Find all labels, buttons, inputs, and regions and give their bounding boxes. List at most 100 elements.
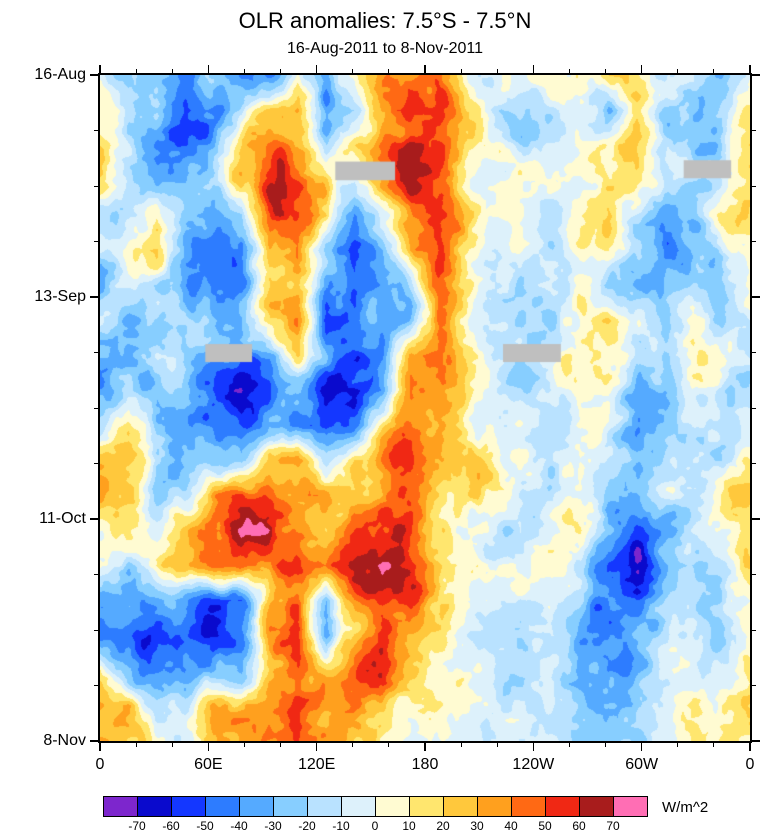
x-axis-tick-minor (460, 69, 462, 73)
x-axis-tick-minor (605, 69, 607, 73)
x-axis-tick-minor (460, 743, 462, 747)
x-axis-tick-minor (677, 69, 679, 73)
colorbar-segment (137, 796, 172, 817)
x-tick-label: 0 (95, 756, 105, 773)
colorbar-tick-label: -30 (264, 819, 282, 833)
colorbar-segment (477, 796, 512, 817)
y-axis-tick-major (752, 74, 760, 76)
chart-subtitle: 16-Aug-2011 to 8-Nov-2011 (287, 40, 483, 57)
x-axis-tick-major (749, 65, 751, 73)
x-axis-tick-major (532, 743, 535, 751)
y-axis-tick-major (752, 518, 760, 520)
y-axis-tick-minor (94, 463, 98, 464)
colorbar-segment (171, 796, 206, 817)
x-axis-tick-minor (496, 69, 498, 73)
y-axis-tick-minor (94, 574, 98, 575)
x-axis-tick-minor (135, 69, 137, 73)
colorbar-tick-label: -70 (128, 819, 146, 833)
x-axis-tick-major (749, 743, 751, 751)
y-axis-tick-minor (752, 352, 756, 353)
y-axis-tick-minor (752, 407, 756, 409)
x-axis-tick-minor (568, 743, 570, 747)
x-axis-tick-minor (243, 743, 245, 747)
plot-frame (98, 73, 752, 743)
x-axis-tick-minor (568, 69, 570, 73)
colorbar-tick-label: 40 (504, 819, 518, 833)
x-tick-label: 60E (194, 756, 223, 773)
colorbar-tick-label: 50 (538, 819, 552, 833)
x-axis-tick-minor (496, 743, 498, 747)
y-axis-tick-major (752, 296, 760, 298)
y-axis-tick-major (90, 518, 98, 520)
x-axis-tick-minor (677, 743, 679, 747)
y-axis-tick-minor (94, 685, 98, 686)
x-tick-label: 120W (512, 756, 555, 773)
x-axis-tick-major (640, 65, 643, 73)
y-tick-label: 11-Oct (39, 510, 86, 527)
x-axis-tick-major (424, 743, 426, 751)
y-axis-tick-minor (94, 352, 98, 353)
x-axis-tick-minor (135, 743, 137, 747)
x-axis-tick-minor (280, 743, 282, 747)
y-axis-tick-minor (94, 130, 98, 131)
colorbar-tick-label: -40 (230, 819, 248, 833)
y-axis-tick-major (90, 74, 98, 76)
y-axis-tick-minor (94, 629, 98, 631)
colorbar-segment (409, 796, 444, 817)
colorbar-segment (579, 796, 614, 817)
y-axis-tick-minor (752, 130, 756, 131)
colorbar-segment (545, 796, 580, 817)
colorbar-segment (103, 796, 138, 817)
colorbar-segment (239, 796, 274, 817)
x-axis-tick-minor (280, 69, 282, 73)
y-axis-tick-major (90, 296, 98, 298)
colorbar-segment (443, 796, 478, 817)
y-tick-label: 8-Nov (43, 732, 86, 749)
y-tick-label: 13-Sep (34, 287, 86, 305)
colorbar-segment (613, 796, 648, 817)
colorbar-segment (307, 796, 342, 817)
colorbar-tick-label: 60 (572, 819, 586, 833)
y-axis-tick-major (90, 740, 98, 742)
x-axis-tick-major (532, 65, 535, 73)
heatmap-canvas (100, 75, 750, 741)
colorbar-tick-label: 30 (470, 819, 484, 833)
x-axis-tick-minor (713, 743, 715, 747)
chart-title: OLR anomalies: 7.5°S - 7.5°N (238, 8, 532, 33)
colorbar-segment (273, 796, 308, 817)
colorbar-tick-label: -60 (162, 819, 180, 833)
x-axis-tick-minor (388, 69, 390, 73)
y-axis-tick-minor (752, 685, 756, 686)
x-axis-tick-major (207, 743, 210, 751)
colorbar-tick-label: 70 (606, 819, 620, 833)
x-axis-tick-major (424, 65, 426, 73)
colorbar-segment (375, 796, 410, 817)
x-tick-label: 120E (297, 756, 336, 773)
x-axis-tick-minor (171, 743, 173, 747)
x-axis-tick-major (640, 743, 643, 751)
x-axis-tick-minor (352, 743, 354, 747)
colorbar-tick-label: 0 (371, 819, 379, 833)
x-axis-tick-major (207, 65, 210, 73)
x-tick-label: 180 (411, 756, 439, 773)
colorbar-tick-label: 10 (402, 819, 416, 833)
x-axis-tick-minor (352, 69, 354, 73)
y-axis-tick-minor (94, 185, 98, 187)
colorbar-tick-label: -20 (298, 819, 316, 833)
colorbar-unit-label: W/m^2 (662, 799, 709, 816)
colorbar-segment (341, 796, 376, 817)
colorbar-tick-label: -10 (332, 819, 350, 833)
x-axis-tick-minor (171, 69, 173, 73)
x-axis-tick-minor (605, 743, 607, 747)
y-tick-label: 16-Aug (34, 66, 86, 83)
x-axis-tick-minor (713, 69, 715, 73)
y-axis-tick-minor (752, 574, 756, 575)
colorbar-segment (511, 796, 546, 817)
colorbar-tick-label: -50 (196, 819, 214, 833)
x-axis-tick-major (315, 743, 318, 751)
y-axis-tick-minor (94, 241, 98, 242)
x-axis-tick-minor (243, 69, 245, 73)
x-tick-label: 0 (745, 756, 755, 773)
x-axis-tick-major (99, 743, 101, 751)
